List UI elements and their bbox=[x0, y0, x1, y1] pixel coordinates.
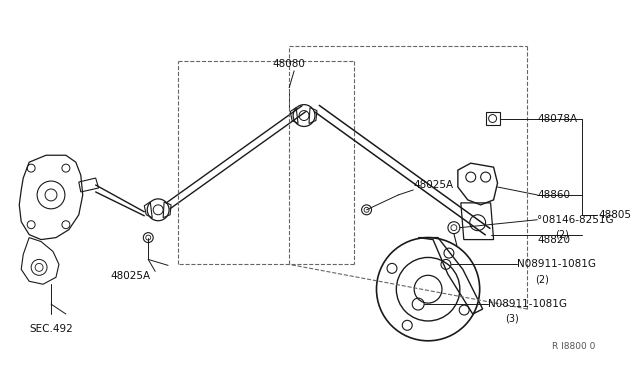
Text: (2): (2) bbox=[535, 274, 549, 284]
Text: 48860: 48860 bbox=[537, 190, 570, 200]
Text: 48078A: 48078A bbox=[537, 113, 577, 124]
Text: 48805: 48805 bbox=[599, 210, 632, 220]
Text: (2): (2) bbox=[555, 230, 569, 240]
Text: 48025A: 48025A bbox=[110, 271, 150, 281]
Text: 48080: 48080 bbox=[273, 59, 305, 69]
Text: N08911-1081G: N08911-1081G bbox=[517, 259, 596, 269]
Text: R I8800 0: R I8800 0 bbox=[552, 342, 595, 351]
Text: 48025A: 48025A bbox=[413, 180, 453, 190]
Text: (3): (3) bbox=[506, 314, 519, 324]
Text: N08911-1081G: N08911-1081G bbox=[488, 299, 566, 309]
Text: °08146-8251G: °08146-8251G bbox=[537, 215, 614, 225]
Text: SEC.492: SEC.492 bbox=[29, 324, 73, 334]
Text: 48820: 48820 bbox=[537, 235, 570, 244]
